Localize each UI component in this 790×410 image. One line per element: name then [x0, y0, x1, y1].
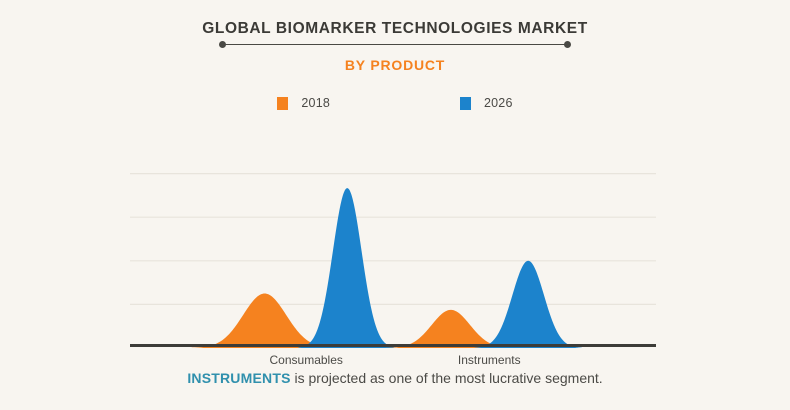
legend-label-2026: 2026	[484, 96, 513, 110]
caption-rest: is projected as one of the most lucrativ…	[290, 370, 603, 386]
chart-legend: 2018 2026	[0, 96, 790, 110]
legend-swatch-2018	[277, 96, 289, 110]
chart-curve-2018-consumables	[191, 293, 338, 348]
legend-item-2026[interactable]: 2026	[460, 96, 513, 110]
chart-x-axis	[130, 344, 656, 347]
page-title: GLOBAL BIOMARKER TECHNOLOGIES MARKET	[202, 20, 588, 37]
chart-caption: INSTRUMENTS is projected as one of the m…	[0, 370, 790, 386]
divider-rule	[224, 44, 566, 45]
legend-swatch-2026	[460, 96, 471, 110]
chart-curve-2026-instruments	[474, 260, 582, 348]
chart-plot-area	[130, 130, 656, 348]
category-label-consumables: Consumables	[269, 353, 343, 367]
legend-item-2018[interactable]: 2018	[277, 96, 330, 110]
category-label-instruments: Instruments	[457, 353, 521, 367]
divider-dot-left	[219, 41, 226, 48]
caption-highlight: INSTRUMENTS	[187, 370, 291, 386]
chart-svg	[130, 172, 656, 348]
category-axis-labels: Consumables Instruments	[130, 353, 656, 371]
chart-curve-2026-consumables	[298, 188, 397, 348]
page-subtitle: BY PRODUCT	[344, 57, 446, 73]
legend-label-2018: 2018	[301, 96, 330, 110]
chart-curve-2018-instruments	[385, 309, 516, 348]
title-divider	[219, 40, 571, 49]
divider-dot-right	[564, 41, 571, 48]
